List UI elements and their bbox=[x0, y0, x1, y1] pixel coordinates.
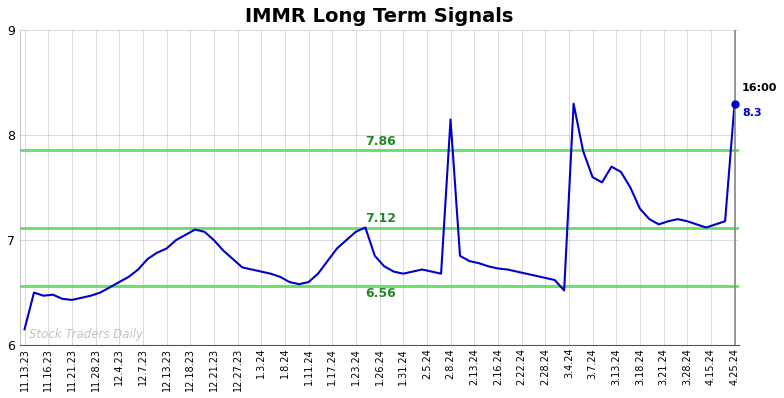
Text: 16:00: 16:00 bbox=[742, 83, 778, 93]
Text: 7.86: 7.86 bbox=[365, 135, 396, 148]
Text: 8.3: 8.3 bbox=[742, 108, 762, 118]
Text: 6.56: 6.56 bbox=[365, 287, 396, 300]
Text: Stock Traders Daily: Stock Traders Daily bbox=[29, 328, 143, 341]
Text: 7.12: 7.12 bbox=[365, 212, 397, 225]
Point bbox=[728, 101, 741, 107]
Title: IMMR Long Term Signals: IMMR Long Term Signals bbox=[245, 7, 514, 26]
